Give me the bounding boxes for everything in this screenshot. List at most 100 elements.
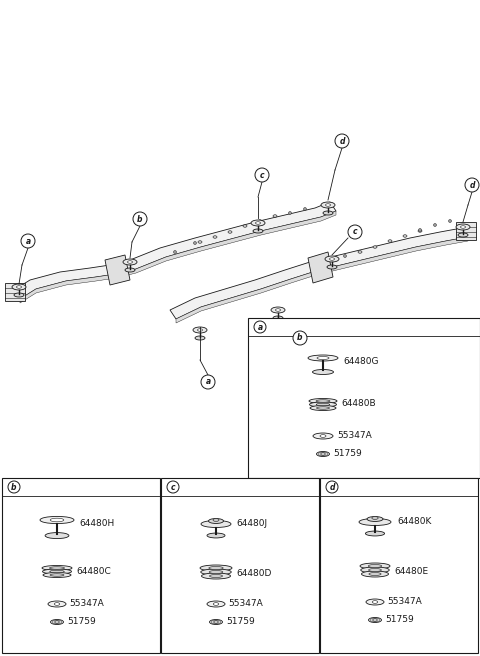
Ellipse shape [316, 400, 330, 402]
Circle shape [433, 224, 436, 226]
Ellipse shape [365, 531, 384, 536]
Ellipse shape [372, 517, 378, 520]
Ellipse shape [271, 307, 285, 313]
Circle shape [419, 228, 421, 232]
Ellipse shape [198, 241, 202, 243]
Ellipse shape [320, 435, 326, 438]
Ellipse shape [209, 619, 223, 625]
Ellipse shape [14, 293, 24, 297]
Ellipse shape [50, 570, 64, 573]
Text: 55347A: 55347A [387, 598, 422, 607]
Ellipse shape [329, 258, 335, 260]
Ellipse shape [49, 567, 64, 569]
Circle shape [448, 220, 452, 222]
Ellipse shape [213, 519, 219, 522]
Polygon shape [170, 228, 468, 319]
Ellipse shape [361, 571, 388, 577]
Ellipse shape [325, 204, 331, 206]
Ellipse shape [50, 574, 64, 576]
Text: c: c [260, 171, 264, 180]
Ellipse shape [209, 571, 223, 573]
Text: 55347A: 55347A [337, 432, 372, 440]
Bar [248, 318, 480, 478]
Text: c: c [353, 228, 357, 237]
Ellipse shape [308, 355, 338, 361]
Circle shape [201, 375, 215, 389]
Ellipse shape [273, 316, 283, 320]
Ellipse shape [323, 211, 333, 215]
Circle shape [465, 178, 479, 192]
Ellipse shape [361, 567, 389, 573]
Text: 64480J: 64480J [236, 520, 267, 529]
Ellipse shape [321, 202, 335, 208]
Ellipse shape [316, 451, 329, 457]
Circle shape [348, 225, 362, 239]
Circle shape [288, 211, 291, 215]
Bar [161, 478, 319, 653]
Ellipse shape [123, 259, 137, 265]
Text: 64480K: 64480K [397, 518, 432, 527]
Ellipse shape [358, 251, 362, 253]
Ellipse shape [43, 569, 72, 574]
Text: b: b [11, 483, 17, 491]
Text: 51759: 51759 [226, 617, 255, 626]
Text: c: c [171, 483, 175, 491]
Text: d: d [469, 180, 475, 190]
Ellipse shape [312, 369, 334, 375]
FancyBboxPatch shape [456, 222, 476, 240]
Ellipse shape [325, 256, 339, 262]
Ellipse shape [309, 398, 337, 403]
Text: 64480B: 64480B [341, 400, 376, 409]
Ellipse shape [372, 601, 378, 604]
Ellipse shape [316, 407, 329, 409]
Ellipse shape [207, 601, 225, 607]
Circle shape [254, 321, 266, 333]
Ellipse shape [42, 565, 72, 571]
Ellipse shape [373, 246, 377, 248]
Ellipse shape [55, 621, 59, 623]
Ellipse shape [316, 403, 330, 406]
Ellipse shape [214, 621, 218, 623]
Text: b: b [137, 215, 143, 224]
Ellipse shape [310, 402, 336, 407]
Ellipse shape [251, 220, 265, 226]
Ellipse shape [369, 569, 382, 571]
Ellipse shape [456, 224, 470, 230]
Polygon shape [105, 255, 130, 285]
Text: a: a [25, 237, 31, 245]
Text: 64480E: 64480E [394, 567, 428, 577]
Ellipse shape [373, 619, 377, 621]
Circle shape [21, 234, 35, 248]
Polygon shape [14, 202, 336, 299]
Ellipse shape [388, 239, 392, 242]
Ellipse shape [16, 286, 22, 288]
Ellipse shape [201, 520, 231, 527]
Ellipse shape [418, 230, 422, 232]
Polygon shape [20, 211, 336, 303]
Ellipse shape [125, 268, 135, 272]
Ellipse shape [209, 567, 223, 569]
Circle shape [255, 168, 269, 182]
Ellipse shape [228, 231, 232, 234]
Ellipse shape [458, 233, 468, 237]
FancyBboxPatch shape [5, 283, 25, 301]
Ellipse shape [48, 601, 66, 607]
Ellipse shape [43, 573, 71, 577]
Ellipse shape [50, 518, 64, 522]
Ellipse shape [45, 533, 69, 539]
Ellipse shape [460, 226, 466, 228]
Ellipse shape [195, 336, 205, 340]
Ellipse shape [273, 215, 277, 217]
Text: b: b [297, 333, 303, 342]
Circle shape [344, 255, 347, 258]
Text: 55347A: 55347A [228, 600, 263, 609]
Circle shape [303, 207, 307, 211]
Ellipse shape [368, 565, 382, 567]
Text: 51759: 51759 [67, 617, 96, 626]
Text: d: d [339, 136, 345, 146]
Ellipse shape [253, 229, 263, 233]
Text: 64480G: 64480G [343, 356, 379, 365]
Ellipse shape [243, 225, 247, 227]
Ellipse shape [201, 569, 231, 575]
Text: 64480D: 64480D [236, 569, 271, 579]
